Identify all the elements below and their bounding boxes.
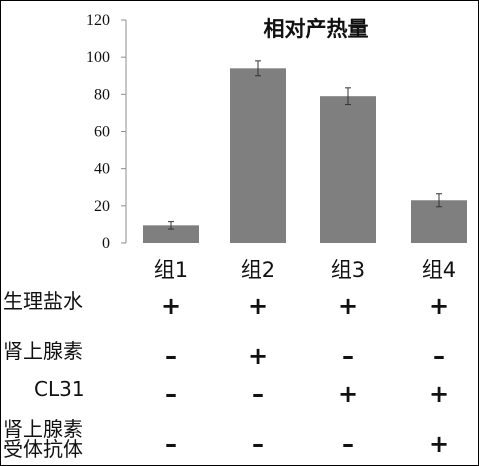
condition-sign: +: [429, 292, 449, 320]
condition-label: CL31: [34, 377, 85, 401]
bars: [143, 60, 467, 243]
condition-sign: +: [338, 380, 358, 408]
condition-sign: +: [429, 430, 449, 458]
condition-sign: –: [252, 430, 264, 458]
condition-sign: +: [429, 380, 449, 408]
y-tick-label: 100: [86, 49, 110, 66]
bar: [230, 68, 286, 243]
condition-label-line: 受体抗体: [3, 437, 83, 461]
condition-sign: –: [342, 342, 354, 370]
y-tick-label: 60: [94, 124, 110, 141]
category-label: 组1: [154, 258, 188, 282]
y-tick-label: 0: [102, 235, 110, 252]
condition-label: 生理盐水: [3, 289, 83, 313]
condition-label-line: 肾上腺素: [3, 417, 83, 441]
y-tick-label: 40: [94, 161, 110, 178]
condition-sign: +: [248, 342, 268, 370]
condition-sign: –: [433, 342, 445, 370]
y-tick-label: 120: [86, 12, 110, 29]
condition-sign: –: [165, 380, 177, 408]
condition-sign: –: [165, 430, 177, 458]
bar: [143, 225, 199, 243]
chart-title: 相对产热量: [264, 17, 369, 41]
condition-sign: +: [338, 292, 358, 320]
conditions-table: 生理盐水 + + + +肾上腺素 – + – –CL31– – + +肾上腺素受体抗体 – – – +: [3, 289, 449, 461]
condition-label: 肾上腺素受体抗体: [3, 417, 83, 461]
category-label: 组4: [422, 258, 456, 282]
category-label: 组2: [241, 258, 275, 282]
category-labels: 组1 组2 组3 组4: [154, 258, 456, 282]
condition-sign: –: [342, 430, 354, 458]
condition-sign: –: [165, 342, 177, 370]
condition-sign: –: [252, 380, 264, 408]
condition-sign: +: [161, 292, 181, 320]
y-axis: 0 20 40 60 80 100 120: [86, 12, 127, 252]
category-label: 组3: [331, 258, 365, 282]
condition-label: 肾上腺素: [3, 339, 83, 363]
bar: [411, 200, 467, 243]
y-tick-label: 20: [94, 198, 110, 215]
y-tick-label: 80: [94, 86, 110, 103]
condition-sign: +: [248, 292, 268, 320]
bar: [320, 96, 376, 243]
